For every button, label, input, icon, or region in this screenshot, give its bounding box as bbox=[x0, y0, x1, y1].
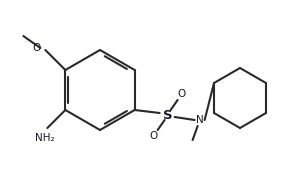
Text: NH₂: NH₂ bbox=[35, 133, 54, 143]
Text: N: N bbox=[196, 115, 204, 125]
Text: O: O bbox=[177, 89, 186, 99]
Text: S: S bbox=[163, 108, 173, 121]
Text: O: O bbox=[32, 43, 41, 53]
Text: O: O bbox=[149, 131, 158, 141]
